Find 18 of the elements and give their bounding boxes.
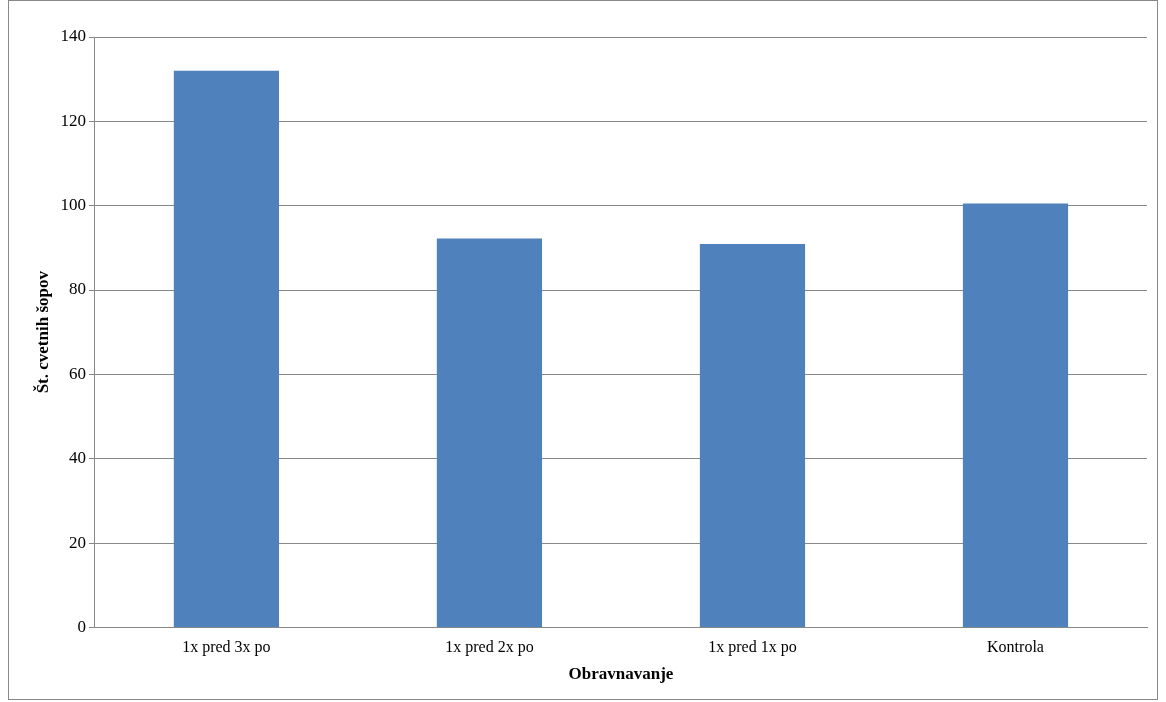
bar <box>173 70 280 627</box>
y-axis-title: Št. cvetnih šopov <box>32 270 52 394</box>
x-tick-label: 1x pred 1x po <box>708 638 797 657</box>
bar <box>962 203 1069 627</box>
y-tick-label: 40 <box>68 448 86 468</box>
y-tick-label: 140 <box>60 26 86 46</box>
y-tick-label: 0 <box>77 616 86 636</box>
x-tick-label: Kontrola <box>987 638 1044 656</box>
x-tick-label: 1x pred 3x po <box>182 638 271 657</box>
y-tick-label: 80 <box>68 279 86 299</box>
y-tick-label: 60 <box>68 363 86 383</box>
bar <box>436 238 543 627</box>
y-tick-label: 20 <box>68 532 86 552</box>
bar <box>699 244 806 627</box>
x-axis-title: Obravnavanje <box>568 664 674 684</box>
x-tick-label: 1x pred 2x po <box>445 638 534 657</box>
y-tick-label: 100 <box>60 195 86 215</box>
y-tick-label: 120 <box>60 110 86 130</box>
